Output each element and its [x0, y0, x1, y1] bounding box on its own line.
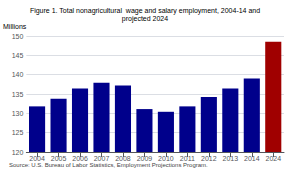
svg-text:120: 120 — [12, 149, 24, 156]
svg-text:Millions: Millions — [3, 23, 27, 30]
svg-text:2013: 2013 — [223, 155, 239, 162]
svg-text:135: 135 — [12, 91, 24, 98]
svg-text:Source: U.S. Bureau of Labor S: Source: U.S. Bureau of Labor Statistics,… — [9, 162, 208, 168]
svg-text:2005: 2005 — [51, 155, 67, 162]
svg-text:145: 145 — [12, 52, 24, 59]
svg-text:2010: 2010 — [158, 155, 174, 162]
svg-text:2004: 2004 — [29, 155, 45, 162]
svg-text:2006: 2006 — [72, 155, 88, 162]
svg-text:Figure 1. Total nonagricultura: Figure 1. Total nonagricultural wage and… — [30, 7, 260, 15]
svg-text:2008: 2008 — [115, 155, 131, 162]
svg-text:projected 2024: projected 2024 — [122, 15, 168, 23]
svg-text:2014: 2014 — [244, 155, 260, 162]
svg-text:150: 150 — [12, 33, 24, 40]
svg-text:2012: 2012 — [201, 155, 217, 162]
svg-text:140: 140 — [12, 71, 24, 78]
svg-text:2011: 2011 — [180, 155, 195, 162]
svg-text:130: 130 — [12, 110, 24, 117]
svg-text:2009: 2009 — [137, 155, 153, 162]
svg-text:2024: 2024 — [265, 155, 281, 162]
svg-text:2007: 2007 — [94, 155, 110, 162]
svg-text:125: 125 — [12, 129, 24, 136]
